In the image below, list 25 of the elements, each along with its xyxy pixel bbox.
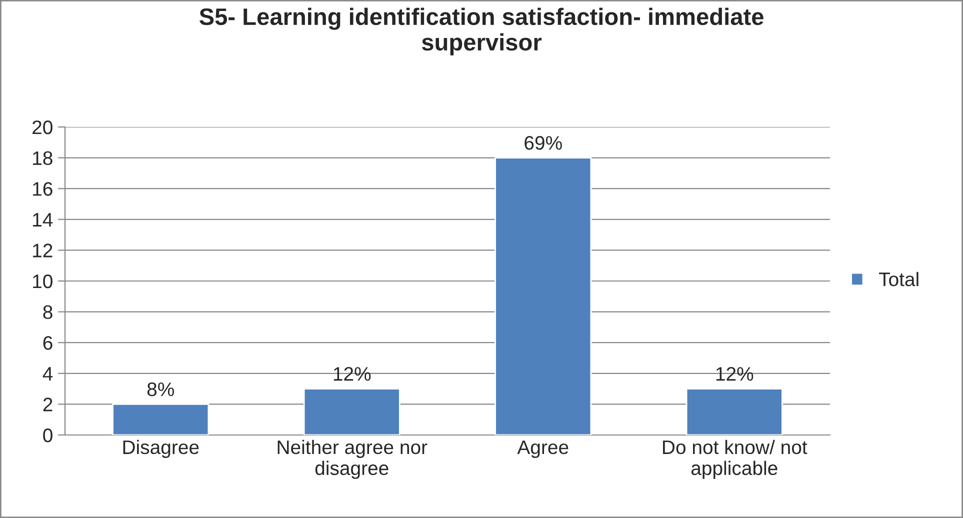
y-tick-label: 4 (42, 367, 53, 380)
y-tick-label: 10 (33, 274, 52, 288)
annotation: 69% (524, 136, 562, 150)
y-tick-label: 20 (32, 120, 52, 134)
bar (686, 388, 783, 435)
y-tick-label: 8 (43, 305, 52, 320)
annotation: 8% (147, 382, 174, 396)
annotation: 12% (716, 367, 754, 381)
y-tick-label: 6 (43, 336, 52, 350)
chart-title: S5- Learning identification satisfaction- immediate supervisor (199, 8, 764, 56)
y-tick-label: 0 (43, 428, 52, 442)
bar (303, 388, 400, 435)
legend-label: Total (878, 272, 918, 286)
y-tick-label: 18 (33, 151, 52, 166)
y-tick-label: 16 (33, 182, 52, 196)
x-tick-label: Neither agree nor disagree (278, 440, 428, 479)
y-tick-label: 12 (33, 244, 52, 258)
x-tick-label: Do not know/ not applicable (663, 440, 808, 479)
x-tick-label: Disagree (123, 440, 199, 458)
x-tick-label: Agree (517, 440, 568, 458)
annotation: 12% (334, 367, 371, 381)
bar (112, 404, 210, 435)
y-tick-label: 2 (43, 398, 52, 412)
y-tick-label: 14 (33, 213, 53, 226)
bar (494, 157, 592, 435)
